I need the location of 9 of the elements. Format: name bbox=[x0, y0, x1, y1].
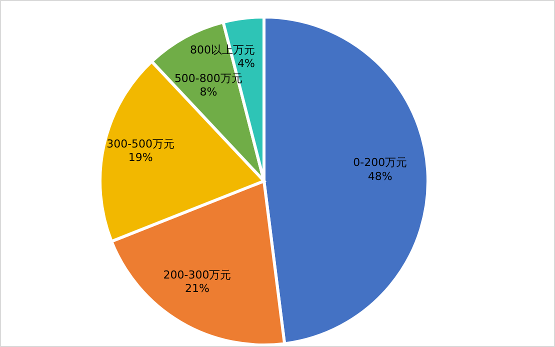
data-label: 8% bbox=[200, 86, 218, 99]
slice-label: 300-500万元 bbox=[106, 137, 175, 150]
slice-label: 200-300万元 bbox=[163, 268, 232, 282]
data-label: 19% bbox=[128, 151, 153, 164]
data-label: 4% bbox=[238, 57, 255, 70]
data-label: 21% bbox=[184, 282, 210, 296]
data-label: 48% bbox=[368, 170, 392, 183]
slice-label: 500-800万元 bbox=[174, 72, 242, 85]
slice-label: 0-200万元 bbox=[353, 156, 408, 170]
